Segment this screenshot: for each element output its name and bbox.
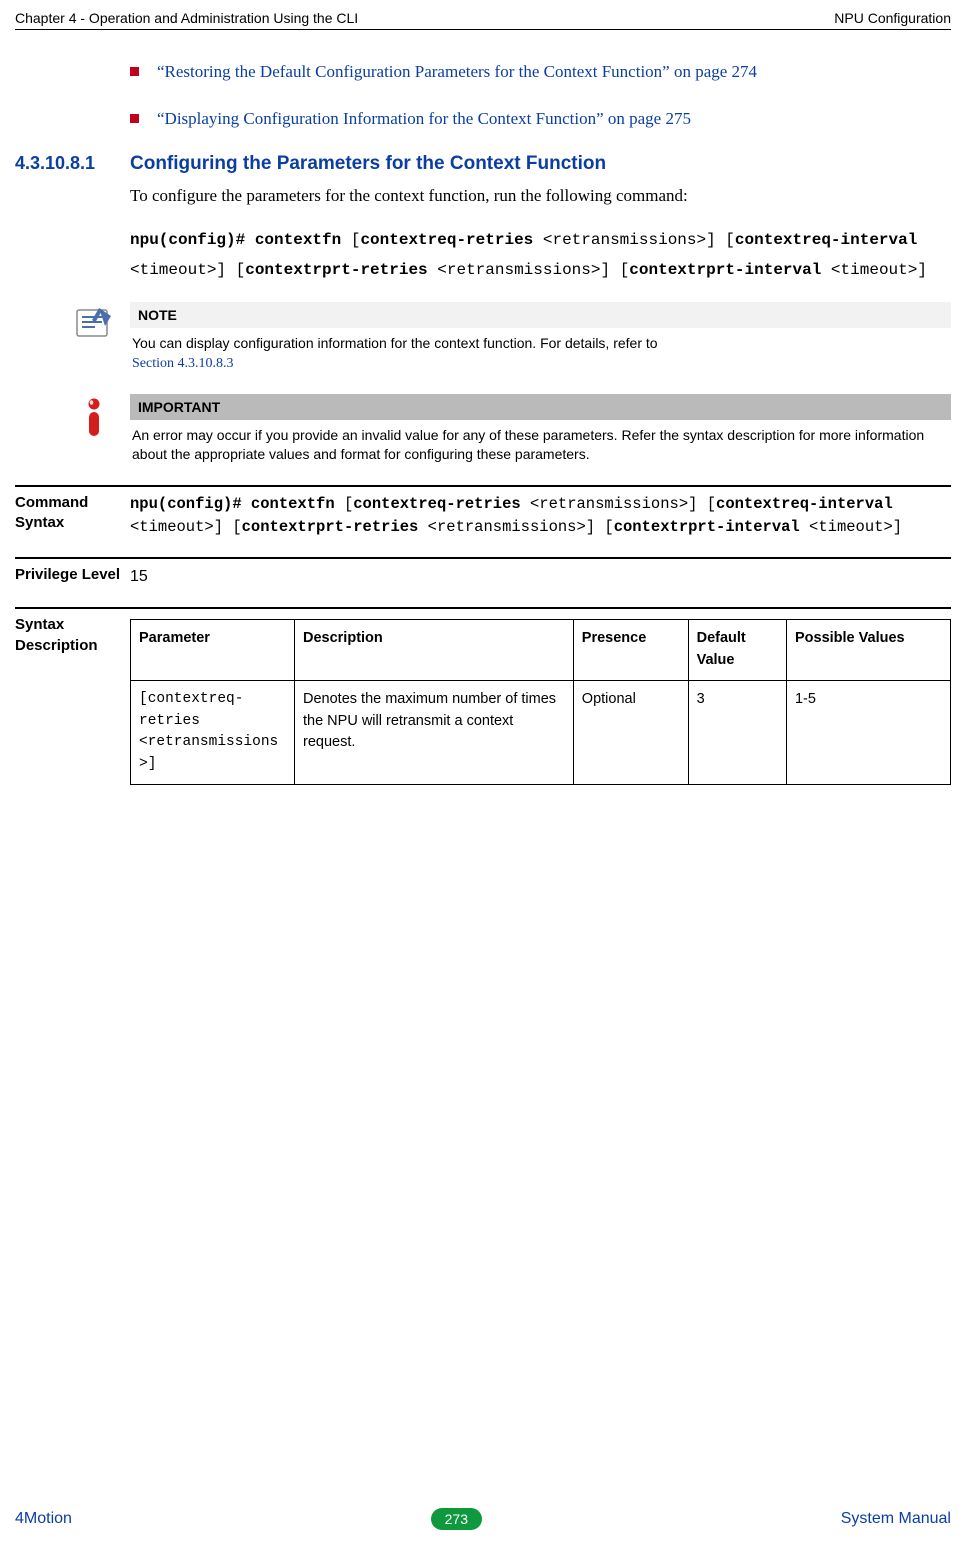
command-syntax-text: npu(config)# contextfn [contextreq-retri… bbox=[130, 493, 951, 540]
table-row: [contextreq-retries <retransmissions>] D… bbox=[131, 680, 951, 784]
footer-right: System Manual bbox=[841, 1510, 951, 1528]
cell-description: Denotes the maximum number of times the … bbox=[295, 680, 574, 784]
link-text[interactable]: “Displaying Configuration Information fo… bbox=[157, 107, 691, 132]
cell-default: 3 bbox=[688, 680, 786, 784]
table-header-row: Parameter Description Presence Default V… bbox=[131, 620, 951, 681]
note-icon bbox=[75, 306, 113, 344]
link-text[interactable]: “Restoring the Default Configuration Par… bbox=[157, 60, 757, 85]
section-number: 4.3.10.8.1 bbox=[15, 153, 130, 174]
important-label: IMPORTANT bbox=[130, 394, 951, 420]
page-number-badge: 273 bbox=[431, 1508, 482, 1530]
important-callout: IMPORTANT An error may occur if you prov… bbox=[75, 394, 951, 471]
syntax-description-label: Syntax Description bbox=[15, 615, 130, 785]
header-right: NPU Configuration bbox=[834, 10, 951, 26]
col-description: Description bbox=[295, 620, 574, 681]
footer-left: 4Motion bbox=[15, 1510, 72, 1528]
col-presence: Presence bbox=[573, 620, 688, 681]
cell-possible: 1-5 bbox=[786, 680, 950, 784]
section-title: Configuring the Parameters for the Conte… bbox=[130, 153, 606, 175]
page-header: Chapter 4 - Operation and Administration… bbox=[15, 10, 951, 30]
privilege-level-label: Privilege Level bbox=[15, 565, 130, 589]
cell-presence: Optional bbox=[573, 680, 688, 784]
note-callout: NOTE You can display configuration infor… bbox=[75, 302, 951, 380]
command-syntax-label: Command Syntax bbox=[15, 493, 130, 540]
note-text: You can display configuration informatio… bbox=[130, 328, 951, 380]
col-possible: Possible Values bbox=[786, 620, 950, 681]
command-syntax-block: Command Syntax npu(config)# contextfn [c… bbox=[15, 485, 951, 558]
page-footer: 4Motion 273 System Manual bbox=[15, 1508, 951, 1530]
important-icon bbox=[85, 398, 105, 442]
note-link[interactable]: Section 4.3.10.8.3 bbox=[132, 356, 234, 371]
command-code: npu(config)# contextfn [contextreq-retri… bbox=[130, 225, 951, 286]
bullet-item: “Displaying Configuration Information fo… bbox=[130, 107, 951, 132]
section-heading: 4.3.10.8.1 Configuring the Parameters fo… bbox=[15, 153, 951, 175]
header-left: Chapter 4 - Operation and Administration… bbox=[15, 10, 358, 26]
parameter-table: Parameter Description Presence Default V… bbox=[130, 619, 951, 785]
square-bullet-icon bbox=[130, 114, 139, 123]
privilege-level-block: Privilege Level 15 bbox=[15, 557, 951, 607]
square-bullet-icon bbox=[130, 67, 139, 76]
important-text: An error may occur if you provide an inv… bbox=[130, 420, 951, 471]
note-label: NOTE bbox=[130, 302, 951, 328]
bullet-item: “Restoring the Default Configuration Par… bbox=[130, 60, 951, 85]
col-default: Default Value bbox=[688, 620, 786, 681]
intro-text: To configure the parameters for the cont… bbox=[130, 183, 951, 209]
cell-parameter: [contextreq-retries <retransmissions>] bbox=[131, 680, 295, 784]
privilege-level-value: 15 bbox=[130, 565, 951, 589]
col-parameter: Parameter bbox=[131, 620, 295, 681]
syntax-description-block: Syntax Description Parameter Description… bbox=[15, 607, 951, 789]
